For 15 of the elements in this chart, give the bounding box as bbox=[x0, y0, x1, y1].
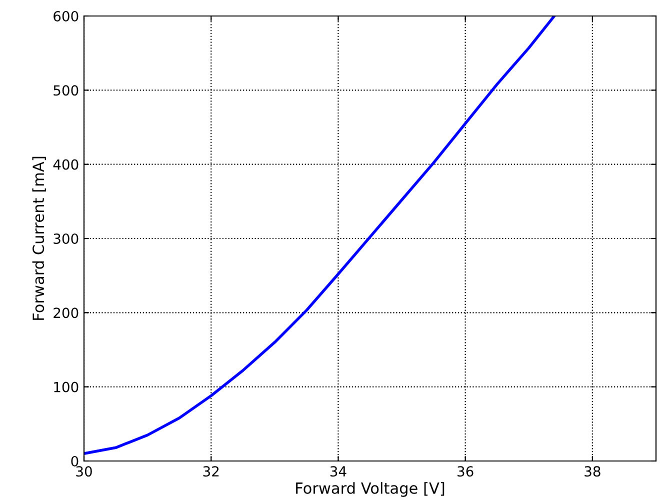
y-tick-label: 600 bbox=[54, 10, 78, 22]
y-tick-label: 100 bbox=[54, 382, 78, 392]
x-tick-label: 30 bbox=[76, 466, 92, 477]
x-tick-label: 36 bbox=[458, 466, 474, 477]
x-tick-label: 32 bbox=[203, 466, 219, 477]
y-tick-label: 500 bbox=[54, 85, 78, 96]
x-tick-label: 34 bbox=[330, 466, 346, 477]
y-tick-label: 0 bbox=[71, 456, 78, 466]
y-tick-label: 300 bbox=[54, 233, 78, 244]
y-axis-title: Forward Current [mA] bbox=[32, 156, 46, 320]
x-tick-label: 38 bbox=[584, 466, 600, 477]
line-series bbox=[84, 16, 556, 455]
y-tick-label: 200 bbox=[54, 308, 78, 318]
y-tick-label: 400 bbox=[53, 159, 78, 170]
x-axis-title: Forward Voltage [V] bbox=[296, 482, 444, 497]
